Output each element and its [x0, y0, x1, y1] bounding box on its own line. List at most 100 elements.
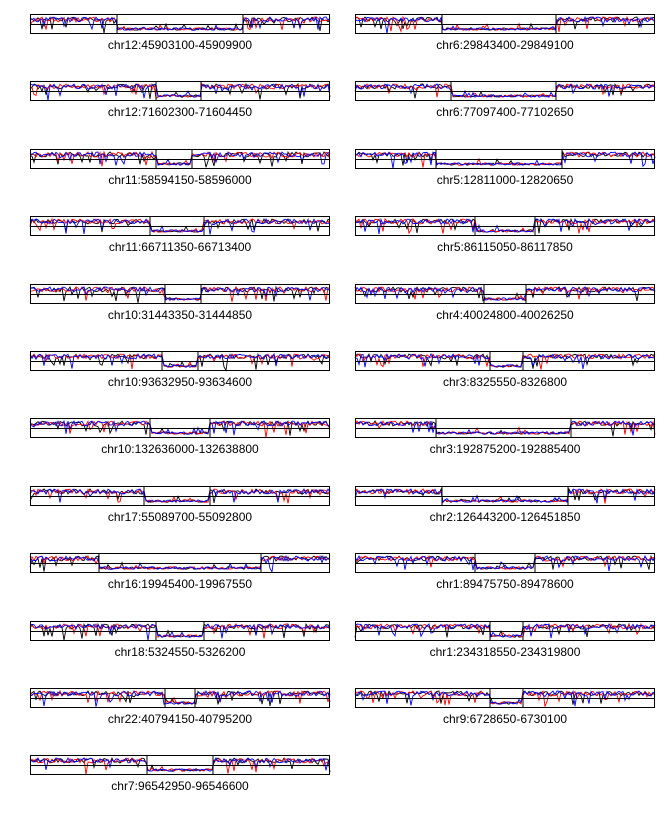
trace-blue: [29, 690, 331, 707]
trace-blue: [354, 15, 656, 34]
trace-red: [29, 353, 331, 369]
panel-frame: [355, 148, 655, 169]
panel-plot: [354, 216, 656, 237]
trace-black: [354, 83, 655, 99]
panel-8: chr5:86115050-86117850: [354, 216, 656, 260]
trace-red: [354, 285, 656, 301]
panel-plot: [354, 81, 656, 102]
panel-22: chr9:6728650-6730100: [354, 688, 656, 732]
panel-plot: [354, 620, 656, 641]
trace-red: [354, 488, 656, 504]
panel-label: chr3:192875200-192885400: [429, 442, 581, 457]
panel-frame: [30, 216, 330, 237]
panel-plot: [29, 418, 331, 439]
panel-15: chr17:55089700-55092800: [29, 485, 331, 530]
panel-plot: [29, 553, 331, 574]
trace-red: [29, 757, 331, 775]
panel-frame: [355, 81, 655, 102]
trace-red: [354, 420, 656, 436]
panel-frame: [30, 553, 330, 574]
panel-frame: [30, 148, 330, 169]
panel-label: chr9:6728650-6730100: [442, 712, 568, 726]
panel-label: chr10:132636000-132638800: [101, 442, 259, 457]
panel-label: chr11:66711350-66713400: [108, 240, 252, 255]
trace-blue: [29, 15, 331, 31]
panel-frame: [355, 283, 655, 304]
panel-plot: [29, 148, 331, 169]
panel-13: chr10:132636000-132638800: [29, 418, 331, 462]
trace-red: [29, 217, 331, 234]
panel-plot: [354, 553, 656, 574]
trace-blue: [354, 353, 655, 369]
panel-label: chr3:8325550-8326800: [442, 375, 568, 389]
panel-frame: [30, 620, 330, 641]
panel-label: chr2:126443200-126451850: [429, 509, 581, 524]
panel-frame: [355, 351, 655, 371]
trace-blue: [354, 151, 656, 169]
panel-label: chr5:86115050-86117850: [437, 240, 573, 255]
panel-label: chr5:12811000-12820650: [436, 172, 574, 187]
panel-4: chr6:77097400-77102650: [354, 81, 656, 125]
trace-blue: [29, 487, 331, 503]
panel-frame: [30, 351, 330, 371]
panel-11: chr10:93632950-93634600: [29, 351, 331, 395]
panel-label: chr12:45903100-45909900: [107, 38, 253, 52]
panel-12: chr3:8325550-8326800: [354, 351, 656, 395]
trace-red: [354, 622, 656, 638]
panel-plot: [354, 283, 656, 304]
panel-label: chr7:96542950-96546600: [111, 779, 249, 794]
panel-21: chr22:40794150-40795200: [29, 688, 331, 732]
panel-label: chr1:234318550-234319800: [429, 644, 581, 659]
panel-7: chr11:66711350-66713400: [29, 216, 331, 260]
panel-label: chr18:5324550-5326200: [114, 644, 246, 659]
trace-blue: [29, 352, 331, 369]
panel-3: chr12:71602300-71604450: [29, 81, 331, 125]
trace-blue: [29, 151, 330, 166]
panel-frame: [355, 418, 655, 439]
panel-plot: [29, 283, 331, 304]
panel-frame: [355, 14, 655, 34]
panel-23: chr7:96542950-96546600: [29, 755, 331, 799]
panel-label: chr1:89475750-89478600: [436, 577, 574, 592]
panel-frame: [355, 688, 655, 708]
panel-5: chr11:58594150-58596000: [29, 148, 331, 193]
trace-blue: [29, 757, 331, 773]
trace-blue: [29, 285, 331, 301]
panel-plot: [354, 485, 656, 506]
trace-black: [29, 150, 331, 168]
panel-17: chr16:19945400-19967550: [29, 553, 331, 597]
trace-red: [354, 218, 656, 235]
panel-frame: [355, 485, 655, 506]
panel-label: chr6:29843400-29849100: [436, 38, 574, 52]
trace-black: [29, 689, 331, 707]
panel-plot: [354, 14, 656, 34]
panel-16: chr2:126443200-126451850: [354, 485, 656, 530]
panel-19: chr18:5324550-5326200: [29, 620, 331, 665]
trace-blue: [354, 83, 656, 99]
panel-1: chr12:45903100-45909900: [29, 14, 331, 58]
trace-black: [354, 554, 656, 571]
panel-label: chr4:40024800-40026250: [436, 307, 574, 322]
panel-label: chr12:71602300-71604450: [107, 105, 253, 120]
trace-red: [354, 353, 656, 370]
trace-blue: [354, 689, 656, 707]
panel-frame: [30, 485, 330, 506]
panel-10: chr4:40024800-40026250: [354, 283, 656, 328]
panel-frame: [30, 418, 330, 439]
trace-red: [354, 555, 655, 570]
panel-plot: [29, 14, 331, 34]
panel-frame: [30, 283, 330, 304]
panel-plot: [29, 485, 331, 506]
panel-plot: [29, 755, 331, 776]
trace-blue: [29, 622, 331, 641]
panel-2: chr6:29843400-29849100: [354, 14, 656, 58]
panel-plot: [29, 688, 331, 708]
panel-plot: [354, 351, 656, 371]
panel-plot: [354, 418, 656, 439]
panel-plot: [29, 620, 331, 641]
panel-label: chr6:77097400-77102650: [436, 105, 574, 120]
trace-blue: [354, 218, 656, 235]
panel-18: chr1:89475750-89478600: [354, 553, 656, 597]
panel-plot: [29, 351, 331, 372]
panel-label: chr16:19945400-19967550: [107, 577, 253, 592]
